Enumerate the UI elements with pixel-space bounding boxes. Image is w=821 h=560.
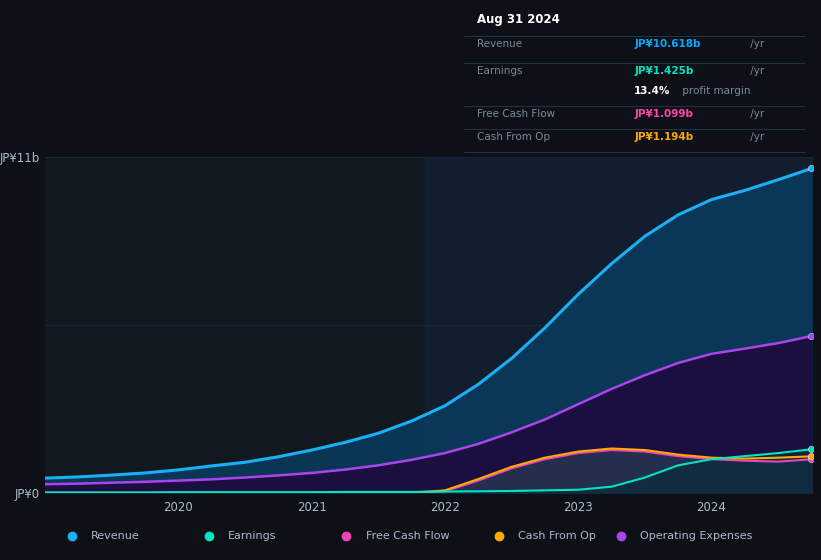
Text: /yr: /yr	[746, 168, 764, 178]
Text: JP¥1.425b: JP¥1.425b	[635, 66, 694, 76]
Text: JP¥1.194b: JP¥1.194b	[635, 132, 694, 142]
Text: Revenue: Revenue	[90, 531, 140, 541]
Text: /yr: /yr	[746, 109, 764, 119]
Text: JP¥5.132b: JP¥5.132b	[635, 168, 694, 178]
Text: Free Cash Flow: Free Cash Flow	[478, 109, 556, 119]
Text: Earnings: Earnings	[478, 66, 523, 76]
Text: /yr: /yr	[746, 39, 764, 49]
Text: Cash From Op: Cash From Op	[518, 531, 596, 541]
Text: Operating Expenses: Operating Expenses	[478, 168, 583, 178]
Text: Revenue: Revenue	[478, 39, 523, 49]
Text: Operating Expenses: Operating Expenses	[640, 531, 753, 541]
Bar	[425, 157, 818, 493]
Text: Aug 31 2024: Aug 31 2024	[478, 13, 561, 26]
Text: Earnings: Earnings	[228, 531, 277, 541]
Text: profit margin: profit margin	[678, 86, 750, 96]
Text: /yr: /yr	[746, 132, 764, 142]
Text: /yr: /yr	[746, 66, 764, 76]
Text: JP¥10.618b: JP¥10.618b	[635, 39, 700, 49]
Text: Free Cash Flow: Free Cash Flow	[365, 531, 449, 541]
Text: 13.4%: 13.4%	[635, 86, 671, 96]
Text: JP¥1.099b: JP¥1.099b	[635, 109, 693, 119]
Text: Cash From Op: Cash From Op	[478, 132, 551, 142]
